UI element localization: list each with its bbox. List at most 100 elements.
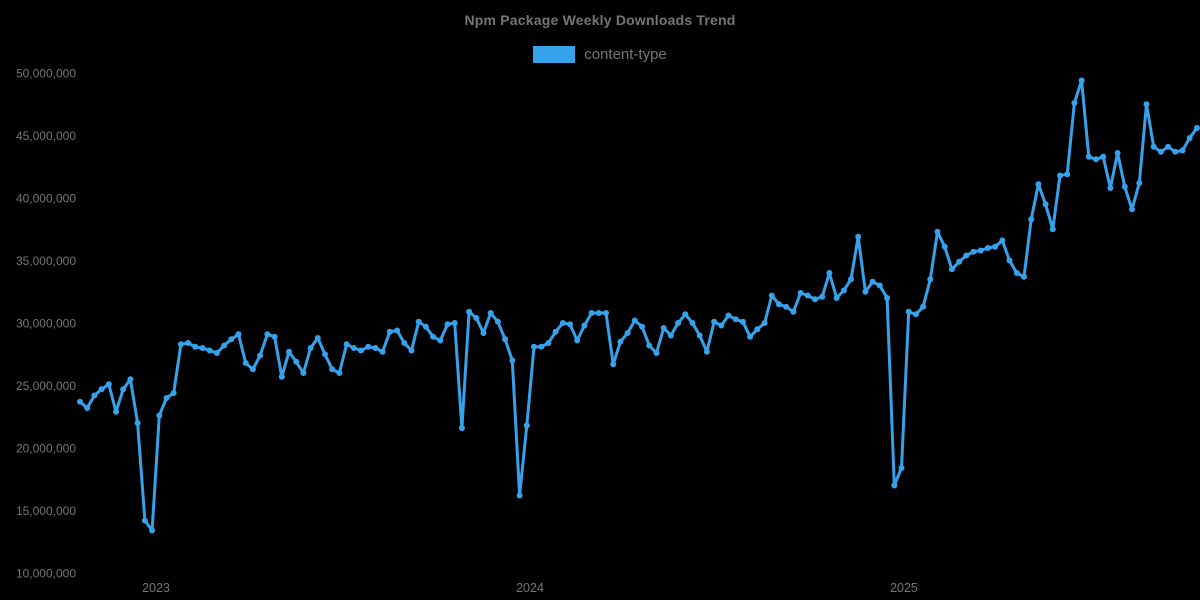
data-point[interactable]	[322, 351, 328, 358]
data-point[interactable]	[776, 301, 782, 308]
data-point[interactable]	[862, 288, 869, 295]
data-point[interactable]	[105, 381, 112, 388]
data-point[interactable]	[213, 350, 220, 356]
data-point[interactable]	[783, 303, 790, 310]
data-point[interactable]	[372, 345, 379, 351]
data-point[interactable]	[956, 258, 963, 265]
data-point[interactable]	[848, 276, 854, 283]
data-point[interactable]	[437, 337, 444, 344]
data-point[interactable]	[134, 420, 141, 426]
data-point[interactable]	[336, 370, 343, 376]
data-point[interactable]	[970, 248, 977, 255]
data-point[interactable]	[271, 333, 278, 340]
data-point[interactable]	[855, 233, 862, 240]
data-point[interactable]	[98, 386, 105, 393]
data-point[interactable]	[588, 310, 595, 316]
data-point[interactable]	[603, 310, 609, 316]
data-point[interactable]	[257, 352, 264, 359]
data-point[interactable]	[1049, 226, 1056, 233]
data-point[interactable]	[617, 338, 624, 345]
data-point[interactable]	[1114, 150, 1121, 156]
data-point[interactable]	[502, 336, 509, 343]
data-point[interactable]	[833, 295, 840, 301]
data-point[interactable]	[149, 527, 156, 534]
data-point[interactable]	[1085, 153, 1092, 160]
data-point[interactable]	[667, 332, 674, 339]
data-point[interactable]	[242, 360, 249, 366]
data-point[interactable]	[228, 336, 235, 343]
data-point[interactable]	[675, 320, 682, 326]
data-point[interactable]	[199, 345, 206, 351]
data-point[interactable]	[768, 292, 775, 299]
data-point[interactable]	[545, 340, 552, 346]
data-point[interactable]	[1064, 171, 1071, 178]
data-point[interactable]	[329, 366, 336, 373]
data-point[interactable]	[977, 247, 984, 254]
data-point[interactable]	[401, 340, 408, 346]
data-point[interactable]	[350, 345, 357, 351]
data-point[interactable]	[1021, 273, 1027, 280]
data-point[interactable]	[286, 348, 292, 355]
data-point[interactable]	[531, 343, 537, 350]
data-point[interactable]	[113, 408, 119, 415]
data-point[interactable]	[358, 347, 364, 354]
data-point[interactable]	[264, 331, 271, 338]
data-point[interactable]	[1150, 143, 1157, 150]
data-point[interactable]	[703, 348, 710, 355]
data-point[interactable]	[1013, 270, 1020, 276]
data-point[interactable]	[1042, 201, 1049, 208]
data-point[interactable]	[1157, 148, 1164, 155]
data-point[interactable]	[646, 342, 653, 349]
data-point[interactable]	[905, 308, 912, 315]
data-point[interactable]	[422, 323, 429, 330]
data-point[interactable]	[739, 318, 746, 325]
data-point[interactable]	[1136, 180, 1143, 186]
data-point[interactable]	[884, 295, 891, 301]
data-point[interactable]	[156, 412, 163, 419]
data-point[interactable]	[797, 290, 804, 296]
data-point[interactable]	[653, 350, 660, 356]
data-point[interactable]	[473, 315, 480, 321]
data-point[interactable]	[826, 270, 833, 276]
data-point[interactable]	[927, 276, 934, 283]
data-point[interactable]	[185, 340, 192, 346]
data-point[interactable]	[595, 310, 602, 316]
data-point[interactable]	[718, 322, 725, 329]
data-point[interactable]	[394, 327, 401, 334]
data-point[interactable]	[1129, 206, 1135, 213]
data-point[interactable]	[567, 321, 573, 328]
data-point[interactable]	[581, 322, 588, 329]
data-point[interactable]	[1172, 148, 1179, 155]
data-point[interactable]	[1107, 185, 1114, 191]
data-point[interactable]	[1100, 153, 1107, 160]
data-point[interactable]	[235, 331, 242, 338]
data-point[interactable]	[1179, 147, 1186, 154]
data-point[interactable]	[610, 361, 617, 368]
data-point[interactable]	[77, 398, 83, 405]
data-point[interactable]	[538, 343, 545, 350]
data-point[interactable]	[1121, 183, 1128, 190]
data-point[interactable]	[141, 517, 148, 524]
data-point[interactable]	[1057, 172, 1063, 179]
data-point[interactable]	[1193, 125, 1200, 131]
data-point[interactable]	[379, 348, 386, 355]
data-point[interactable]	[725, 312, 732, 319]
data-point[interactable]	[170, 390, 177, 396]
data-point[interactable]	[386, 328, 393, 335]
data-point[interactable]	[689, 320, 696, 326]
data-point[interactable]	[804, 292, 811, 299]
data-point[interactable]	[941, 243, 948, 250]
data-point[interactable]	[754, 326, 761, 333]
data-point[interactable]	[127, 376, 134, 383]
data-point[interactable]	[552, 328, 559, 335]
data-point[interactable]	[574, 337, 581, 344]
data-point[interactable]	[869, 278, 876, 285]
data-point[interactable]	[487, 310, 494, 316]
data-point[interactable]	[898, 465, 905, 471]
data-point[interactable]	[639, 323, 646, 330]
data-point[interactable]	[430, 333, 437, 340]
data-point[interactable]	[415, 318, 422, 325]
data-point[interactable]	[1071, 100, 1078, 106]
data-point[interactable]	[84, 405, 91, 411]
